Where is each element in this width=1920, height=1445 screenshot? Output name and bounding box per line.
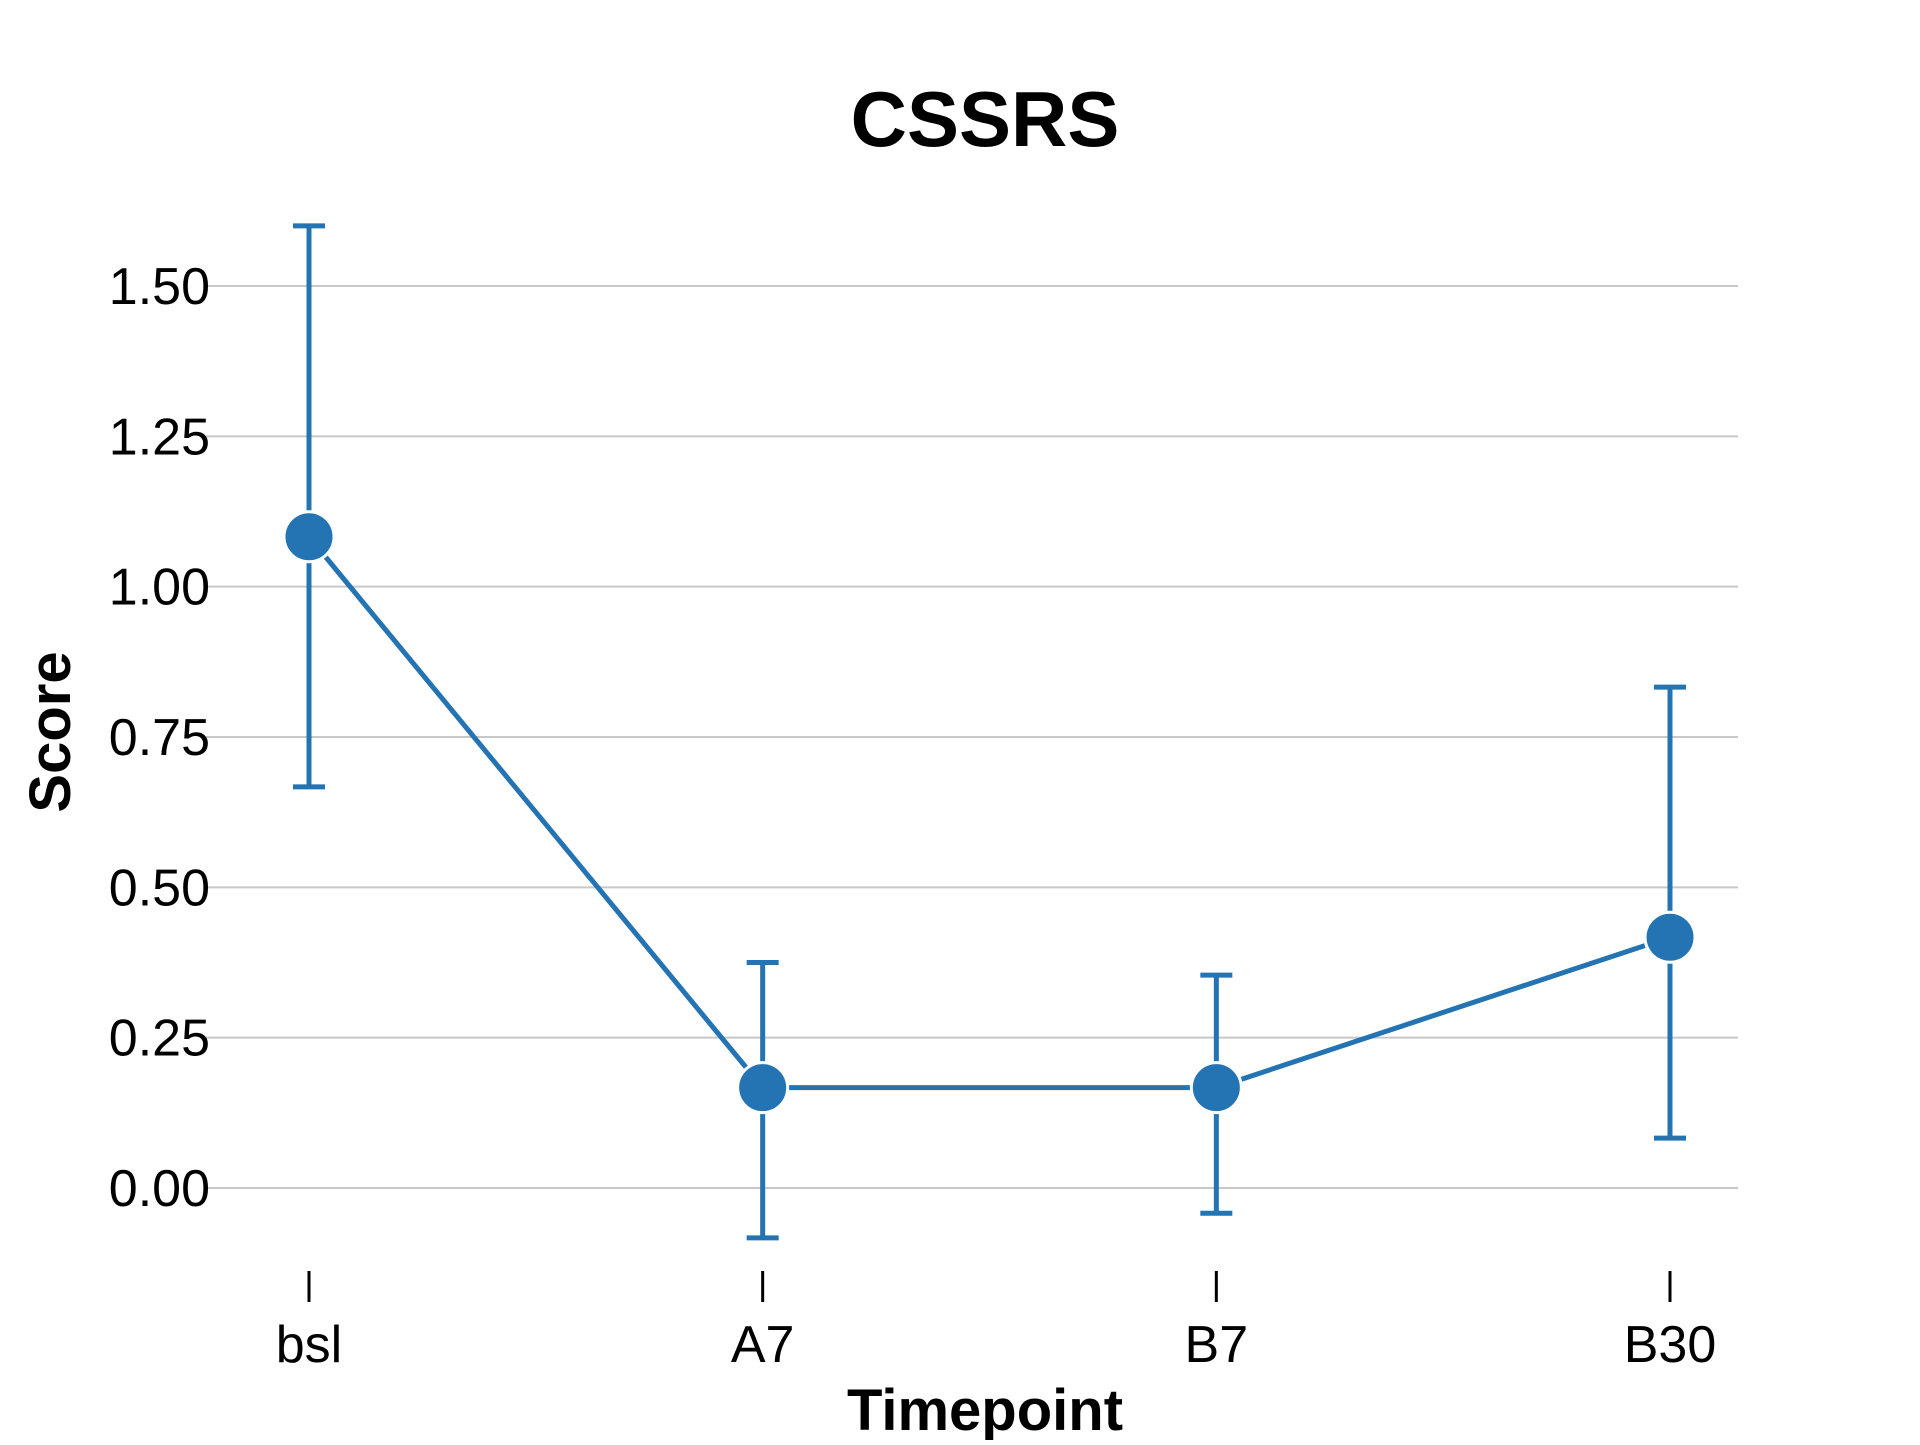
series-line [307,535,1671,1091]
data-point [282,510,336,564]
y-tick-label: 0.25 [109,1010,210,1068]
y-tick-label: 1.25 [109,408,210,466]
x-tick-label: A7 [731,1316,795,1374]
y-axis-label: Score [18,651,83,812]
data-point [736,1061,790,1115]
y-tick-label: 0.75 [109,709,210,767]
series-cssrs [282,223,1697,1241]
x-axis-label: Timepoint [847,1378,1123,1440]
y-tick-label: 0.50 [109,859,210,917]
y-tick-label: 0.00 [109,1160,210,1218]
chart-title: CSSRS [851,75,1120,163]
x-tick-label: B30 [1624,1316,1717,1374]
x-ticks: bsl A7 B7 B30 [276,1271,1717,1374]
y-tick-label: 1.00 [109,559,210,617]
gridlines [206,285,1738,1189]
y-tick-label: 1.50 [109,258,210,316]
y-tick-labels: 0.00 0.25 0.50 0.75 1.00 1.25 1.50 [109,258,210,1218]
data-point [1189,1061,1243,1115]
x-tick-label: bsl [276,1316,342,1374]
data-point [1643,910,1697,964]
x-tick-label: B7 [1185,1316,1249,1374]
